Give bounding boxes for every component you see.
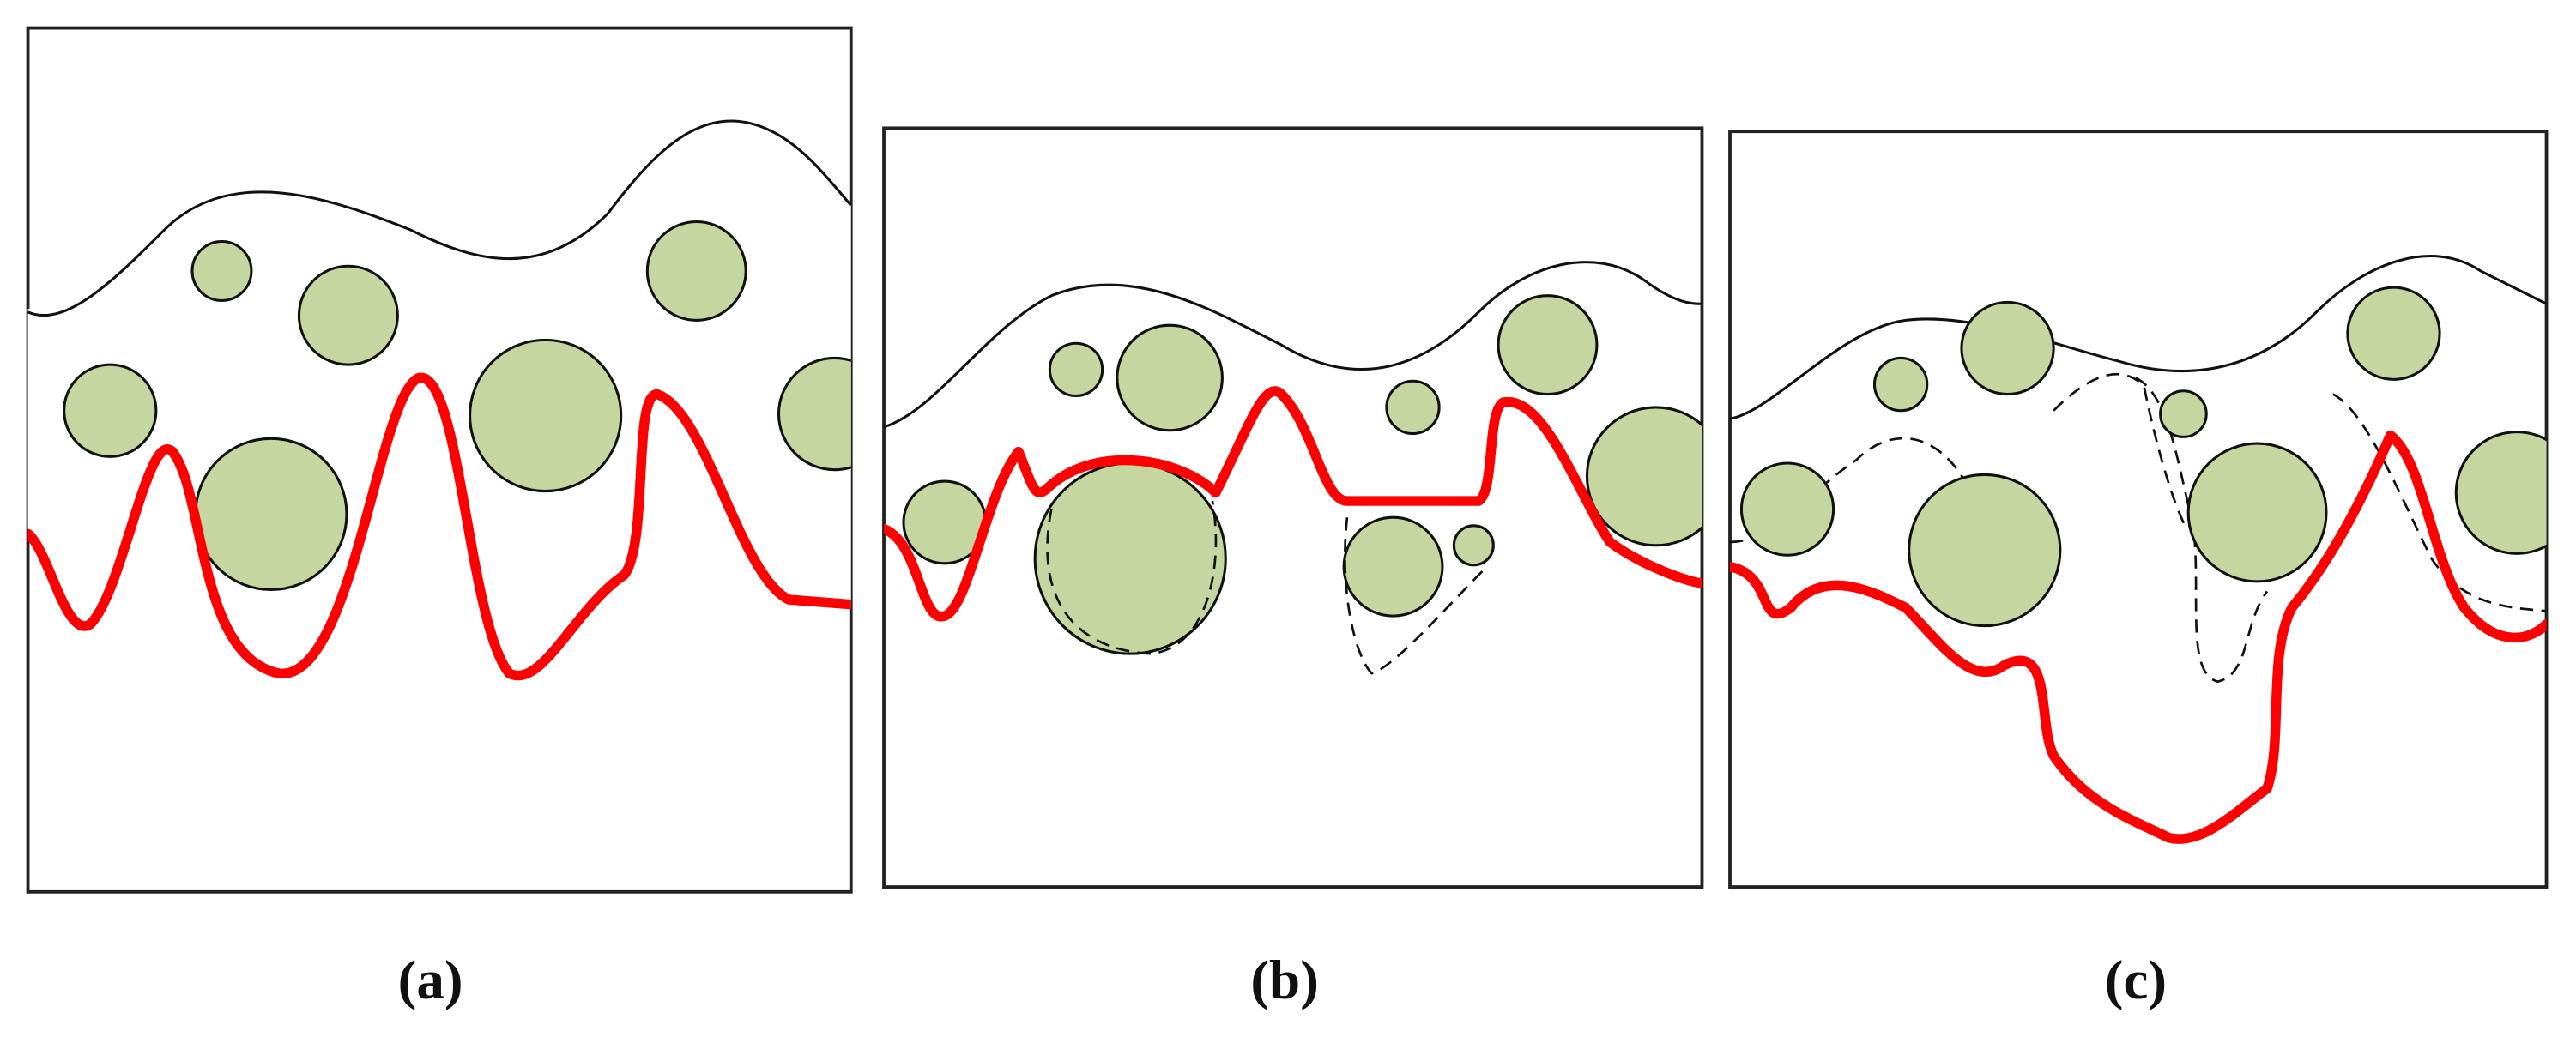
grain [1342,515,1444,618]
frame-gap [27,309,33,531]
panel-frame [26,26,853,894]
surface-line [884,261,1702,429]
front-line [884,386,1702,622]
panel-label: (c) [2105,950,2167,1011]
front-line [1730,430,2547,844]
grain [2186,442,2328,583]
panel-b: (b) [882,126,1704,1011]
grain [777,356,851,472]
grain [2454,431,2547,555]
dashed-outline [1344,517,1488,675]
grain [194,437,348,592]
grain [297,264,399,366]
panel-label: (a) [398,950,463,1011]
panel-frame [882,126,1704,889]
grain [190,239,253,302]
grain [645,220,747,322]
grain [1033,461,1227,655]
grain [2159,389,2208,438]
grain [1452,524,1495,567]
grain [1116,323,1224,432]
grain [1908,473,2062,628]
grain [63,363,158,458]
panel-label: (b) [1250,950,1319,1011]
front-line [27,372,851,681]
surface-line [1730,254,2547,420]
grain [1872,356,1929,413]
panel-c: (c) [1728,130,2549,1011]
grain [1960,300,2055,396]
grain [1385,379,1441,436]
surface-line [27,119,851,317]
grain [1497,294,1599,396]
dashed-outline [1046,500,1218,655]
grain [2346,286,2441,381]
grain [1739,461,1835,557]
panel-a: (a) [26,26,853,1011]
grain [1585,406,1702,547]
grain [1048,341,1104,398]
grain [469,338,623,493]
